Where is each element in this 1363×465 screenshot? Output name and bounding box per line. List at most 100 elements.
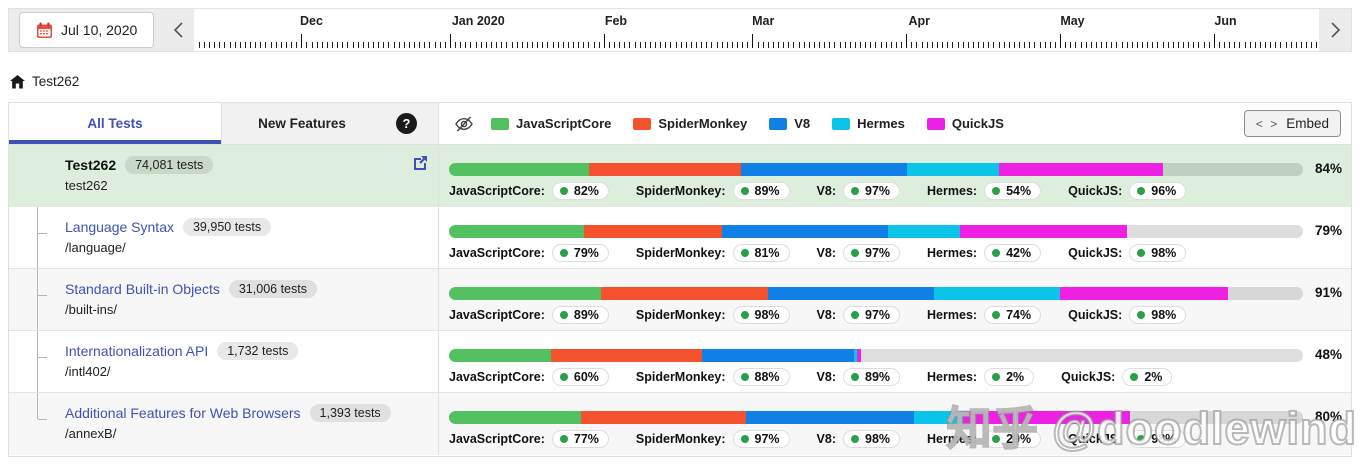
status-dot-icon — [559, 373, 568, 381]
timeline-day-tick — [1208, 42, 1210, 48]
row-info-cell: Language Syntax 39,950 tests/language/ — [9, 207, 439, 268]
timeline-day-tick — [824, 42, 826, 48]
engine-stat-label: Hermes: — [927, 308, 978, 322]
total-percent: 79% — [1314, 223, 1342, 238]
row-title[interactable]: Internationalization API — [65, 343, 209, 359]
row-results-cell: 80% JavaScriptCore: 77% SpiderMonkey: 97% V8:… — [439, 393, 1351, 455]
stacked-pass-bar — [449, 225, 1303, 238]
legend-item-javascriptcore[interactable]: JavaScriptCore — [491, 116, 611, 131]
timeline-prev-button[interactable] — [162, 9, 195, 51]
timeline-day-tick — [1162, 42, 1164, 48]
timeline-day-tick — [1172, 42, 1174, 48]
timeline-day-tick — [357, 42, 359, 48]
timeline-day-tick — [870, 42, 872, 48]
timeline-day-tick — [598, 42, 600, 48]
timeline-day-tick — [1234, 42, 1236, 48]
timeline-next-button[interactable] — [1319, 9, 1351, 51]
row-results-cell: 84% JavaScriptCore: 82% SpiderMonkey: 89% V8:… — [439, 145, 1351, 206]
timeline-day-tick — [434, 42, 436, 48]
table-row: Test262 74,081 tests test262 84% JavaScriptC… — [9, 145, 1351, 207]
bar-segment-javascriptcore — [449, 225, 584, 238]
home-icon[interactable] — [10, 74, 25, 89]
timeline-day-tick — [1167, 42, 1169, 48]
timeline-day-tick — [244, 42, 246, 48]
engine-stat-pill: 97% — [843, 244, 901, 262]
timeline-day-tick — [424, 42, 426, 48]
date-picker[interactable]: Jul 10, 2020 — [19, 12, 155, 48]
timeline-day-tick — [1008, 42, 1010, 48]
timeline-day-tick — [711, 42, 713, 48]
legend-item-hermes[interactable]: Hermes — [832, 116, 905, 131]
engine-stat-pill: 98% — [843, 430, 901, 448]
timeline-day-tick — [362, 42, 364, 48]
engine-stat-hermes: Hermes: 54% — [927, 182, 1042, 200]
timeline-day-tick — [583, 42, 585, 48]
timeline-day-tick — [1198, 42, 1200, 48]
timeline-day-tick — [1090, 42, 1092, 48]
timeline-month-tick — [906, 34, 908, 48]
timeline-day-tick — [993, 42, 995, 48]
timeline-day-tick — [337, 42, 339, 48]
engine-stat-hermes: Hermes: 74% — [927, 306, 1042, 324]
legend-item-spidermonkey[interactable]: SpiderMonkey — [633, 116, 747, 131]
legend-item-quickjs[interactable]: QuickJS — [926, 116, 1004, 131]
timeline-month-label: Jan 2020 — [451, 14, 505, 28]
engine-stat-label: JavaScriptCore: — [449, 432, 545, 446]
row-results-cell: 91% JavaScriptCore: 89% SpiderMonkey: 98% V8:… — [439, 269, 1351, 330]
timeline-day-tick — [1285, 42, 1287, 48]
status-dot-icon — [851, 311, 859, 319]
status-dot-icon — [992, 187, 1001, 195]
row-title[interactable]: Standard Built-in Objects — [65, 281, 220, 297]
stacked-pass-bar — [449, 287, 1303, 300]
timeline-day-tick — [285, 42, 287, 48]
timeline-scrubber[interactable]: Dec Jan 2020 Feb Mar Apr May Jun — [194, 9, 1319, 51]
row-title[interactable]: Language Syntax — [65, 219, 174, 235]
test-count-badge: 1,393 tests — [309, 404, 391, 422]
legend-swatch-icon — [633, 117, 652, 130]
timeline-day-tick — [614, 42, 616, 48]
row-title[interactable]: Additional Features for Web Browsers — [65, 405, 301, 421]
timeline-day-tick — [865, 42, 867, 48]
engine-stat-label: JavaScriptCore: — [449, 246, 545, 260]
timeline-day-tick — [403, 42, 405, 48]
legend-item-v8[interactable]: V8 — [769, 116, 810, 131]
timeline-day-tick — [1265, 42, 1267, 48]
timeline-day-tick — [1311, 42, 1313, 48]
tab-new-features[interactable]: New Features — [258, 116, 346, 131]
engine-stat-pill: 2% — [1122, 368, 1173, 386]
timeline-day-tick — [685, 42, 687, 48]
timeline-day-tick — [967, 42, 969, 48]
engine-stat-percent: 2% — [1006, 370, 1025, 384]
timeline-day-tick — [742, 42, 744, 48]
engine-stat-pill: 98% — [732, 306, 790, 324]
total-percent: 80% — [1314, 409, 1342, 424]
timeline-day-tick — [485, 42, 487, 48]
timeline-day-tick — [1075, 42, 1077, 48]
engine-stat-spidermonkey: SpiderMonkey: 81% — [636, 244, 790, 262]
timeline-day-tick — [931, 42, 933, 48]
external-link-icon[interactable] — [413, 155, 428, 170]
bar-segment-hermes — [934, 287, 1061, 300]
eye-slash-icon[interactable] — [453, 114, 475, 134]
timeline-day-tick — [1157, 42, 1159, 48]
breadcrumb-label[interactable]: Test262 — [32, 74, 80, 89]
bar-segment-spidermonkey — [551, 349, 702, 362]
engine-stat-javascriptcore: JavaScriptCore: 82% — [449, 182, 609, 200]
timeline-month-label: Jun — [1214, 14, 1237, 28]
timeline-day-tick — [567, 42, 569, 48]
bar-segment-javascriptcore — [449, 411, 581, 424]
timeline-day-tick — [680, 42, 682, 48]
timeline-day-tick — [834, 42, 836, 48]
embed-button[interactable]: < > Embed — [1243, 110, 1341, 137]
status-dot-icon — [740, 249, 749, 257]
timeline-day-tick — [926, 42, 928, 48]
engine-stat-pill: 89% — [551, 306, 609, 324]
timeline-day-tick — [516, 42, 518, 48]
tab-all-tests[interactable]: All Tests — [9, 103, 222, 144]
timeline-day-tick — [588, 42, 590, 48]
timeline-month-tick — [603, 34, 605, 48]
timeline-day-tick — [798, 42, 800, 48]
engine-stat-label: QuickJS: — [1061, 370, 1116, 384]
engine-legend: JavaScriptCore SpiderMonkey V8 Hermes QuickJ… — [491, 116, 1004, 131]
help-icon[interactable]: ? — [396, 113, 417, 134]
